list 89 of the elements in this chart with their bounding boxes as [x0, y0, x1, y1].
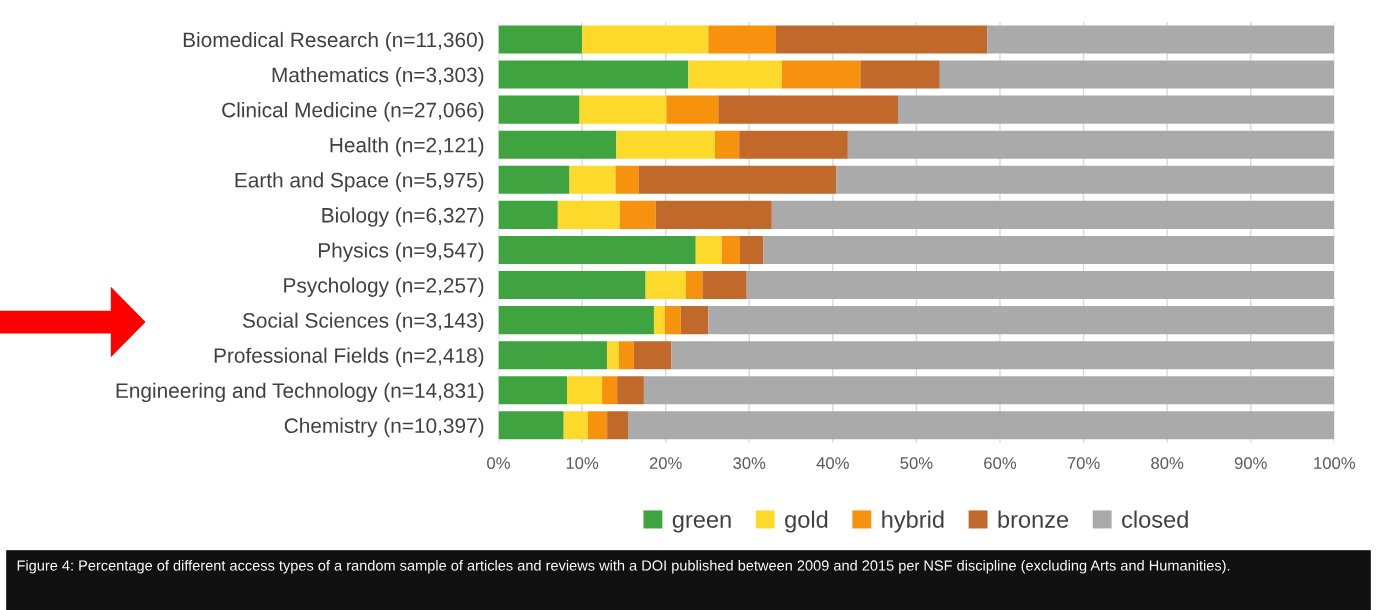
bar: [708, 306, 1335, 335]
bar: [498, 200, 558, 229]
bar: [664, 306, 681, 335]
bar: [987, 25, 1335, 54]
x-tick-label: 80%: [1151, 457, 1184, 469]
legend-label: gold: [785, 510, 828, 533]
x-tick-label: 10%: [566, 457, 599, 469]
bar: [638, 165, 837, 194]
x-tick-label: 30%: [733, 457, 766, 469]
bar: [563, 411, 588, 440]
bar: [602, 376, 618, 405]
y-tick-label: Earth and Space (n=5,975): [235, 172, 484, 192]
bar: [607, 341, 619, 370]
y-tick-label: Psychology (n=2,257): [284, 277, 484, 297]
y-tick-label: Professional Fields (n=2,418): [214, 347, 484, 368]
bar: [582, 25, 709, 54]
bar: [498, 165, 570, 194]
y-tick-label: Health (n=2,121): [330, 137, 484, 157]
bar: [633, 341, 672, 370]
x-tick-label: 40%: [816, 457, 849, 469]
bar: [702, 270, 747, 300]
bar: [653, 306, 665, 335]
bar: [607, 411, 629, 440]
bar: [746, 270, 1335, 300]
y-tick-label: Biology (n=6,327): [322, 207, 484, 227]
bar: [721, 235, 741, 264]
bar: [714, 130, 740, 159]
bar: [771, 200, 1335, 229]
legend-label: closed: [1122, 510, 1188, 528]
bar: [685, 270, 703, 300]
bar: [628, 411, 1335, 440]
caption: Figure 4: Percentage of different access types of a random sample of articles and reviews with a DOI published between 2009 and 2015 per NSF discipline (excluding Arts and Humanities).: [17, 559, 1230, 574]
bar: [740, 235, 764, 264]
bar: [498, 270, 646, 300]
x-tick-label: 60%: [984, 457, 1017, 469]
x-tick-label: 70%: [1067, 457, 1100, 469]
bar: [498, 235, 696, 264]
bar: [655, 200, 772, 229]
bar: [615, 165, 639, 194]
y-tick-label: Biomedical Research (n=11,360): [183, 31, 484, 52]
bar: [643, 376, 1335, 405]
y-tick-label: Physics (n=9,547): [318, 242, 484, 262]
bar: [781, 60, 861, 89]
bar: [579, 95, 667, 124]
x-tick-label: 100%: [1314, 457, 1356, 469]
bar: [666, 95, 719, 124]
bar: [775, 25, 988, 54]
x-tick-label: 20%: [649, 457, 682, 469]
x-tick-label: 50%: [900, 457, 933, 469]
bar: [688, 60, 782, 89]
bar: [498, 376, 568, 405]
legend-label: bronze: [998, 510, 1069, 528]
bar: [498, 411, 564, 440]
bar: [695, 235, 722, 264]
bar: [498, 25, 583, 54]
bar: [860, 60, 940, 89]
bar: [569, 165, 616, 194]
bar: [763, 235, 1335, 264]
bar: [618, 341, 634, 370]
bar: [939, 60, 1335, 89]
y-tick-label: Clinical Medicine (n=27,066): [222, 102, 484, 122]
y-tick-label: Engineering and Technology (n=14,831): [116, 382, 484, 403]
legend-label: hybrid: [882, 510, 944, 533]
y-tick-label: Mathematics (n=3,303): [272, 67, 484, 87]
bar: [567, 376, 603, 405]
bar: [498, 306, 654, 335]
bar: [617, 376, 644, 405]
bar: [498, 341, 608, 370]
bar: [671, 341, 1335, 370]
y-tick-label: Social Sciences (n=3,143): [242, 312, 484, 332]
bar: [498, 95, 580, 124]
bar: [587, 411, 608, 440]
bar: [619, 200, 656, 229]
x-tick-label: 90%: [1234, 457, 1267, 469]
bar: [739, 130, 848, 159]
bar: [708, 25, 776, 54]
bar: [898, 95, 1335, 124]
legend-label: green: [672, 514, 731, 533]
bar: [718, 95, 899, 124]
bar: [498, 60, 689, 89]
bar: [680, 306, 709, 335]
bar: [836, 165, 1335, 194]
y-tick-label: Chemistry (n=10,397): [284, 417, 484, 438]
x-tick-label: 0%: [487, 457, 510, 469]
bar: [616, 130, 715, 159]
bar: [557, 200, 620, 229]
bar: [498, 130, 617, 159]
bar: [645, 270, 686, 300]
bar: [847, 130, 1335, 159]
